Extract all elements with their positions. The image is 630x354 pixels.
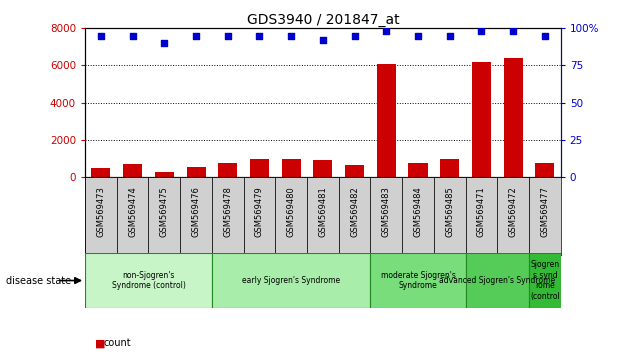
Bar	[85, 177, 117, 255]
Text: GSM569476: GSM569476	[192, 186, 200, 237]
Bar	[155, 172, 174, 177]
Text: ■: ■	[94, 338, 105, 348]
Point	[286, 33, 296, 39]
Text: GSM569485: GSM569485	[445, 186, 454, 237]
Bar	[529, 253, 561, 308]
Bar	[180, 177, 212, 255]
Bar	[313, 160, 333, 177]
Bar	[117, 177, 149, 255]
Bar	[186, 167, 205, 177]
Bar	[339, 177, 370, 255]
Point	[223, 33, 233, 39]
Text: advanced Sjogren's Syndrome: advanced Sjogren's Syndrome	[439, 276, 555, 285]
Bar	[218, 163, 238, 177]
Bar	[282, 159, 301, 177]
Bar	[402, 177, 434, 255]
Point	[445, 33, 455, 39]
Bar	[497, 177, 529, 255]
Title: GDS3940 / 201847_at: GDS3940 / 201847_at	[246, 13, 399, 27]
Text: GSM569473: GSM569473	[96, 186, 105, 237]
Text: GSM569474: GSM569474	[128, 186, 137, 237]
Bar	[377, 64, 396, 177]
Point	[159, 40, 169, 46]
Bar	[212, 177, 244, 255]
Point	[127, 33, 138, 39]
Text: GSM569484: GSM569484	[413, 186, 423, 237]
Bar	[345, 165, 364, 177]
Text: GSM569477: GSM569477	[541, 186, 549, 237]
Point	[255, 33, 265, 39]
Point	[191, 33, 201, 39]
Text: GSM569475: GSM569475	[160, 186, 169, 237]
Point	[413, 33, 423, 39]
Bar	[250, 159, 269, 177]
Text: GSM569481: GSM569481	[318, 186, 328, 237]
Bar	[536, 163, 554, 177]
Point	[350, 33, 360, 39]
Text: moderate Sjogren's
Syndrome: moderate Sjogren's Syndrome	[381, 271, 455, 290]
Point	[540, 33, 550, 39]
Bar	[149, 177, 180, 255]
Point	[508, 28, 518, 34]
Bar	[91, 168, 110, 177]
Bar	[529, 177, 561, 255]
Bar	[244, 177, 275, 255]
Point	[96, 33, 106, 39]
Bar	[503, 58, 523, 177]
Bar	[370, 253, 466, 308]
Bar	[123, 164, 142, 177]
Point	[381, 28, 391, 34]
Bar	[212, 253, 370, 308]
Bar	[408, 163, 428, 177]
Text: GSM569478: GSM569478	[223, 186, 232, 237]
Bar	[466, 253, 529, 308]
Text: early Sjogren's Syndrome: early Sjogren's Syndrome	[242, 276, 340, 285]
Bar	[370, 177, 402, 255]
Bar	[472, 62, 491, 177]
Text: GSM569471: GSM569471	[477, 186, 486, 237]
Point	[476, 28, 486, 34]
Bar	[307, 177, 339, 255]
Text: disease state: disease state	[6, 275, 71, 286]
Bar	[466, 177, 497, 255]
Text: GSM569472: GSM569472	[508, 186, 518, 237]
Bar	[85, 253, 212, 308]
Text: Sjogren
s synd
rome
(control: Sjogren s synd rome (control	[530, 261, 559, 301]
Text: GSM569479: GSM569479	[255, 186, 264, 237]
Text: non-Sjogren's
Syndrome (control): non-Sjogren's Syndrome (control)	[112, 271, 185, 290]
Bar	[275, 177, 307, 255]
Text: count: count	[104, 338, 132, 348]
Text: GSM569483: GSM569483	[382, 186, 391, 237]
Text: GSM569482: GSM569482	[350, 186, 359, 237]
Point	[318, 38, 328, 43]
Bar	[440, 159, 459, 177]
Text: GSM569480: GSM569480	[287, 186, 295, 237]
Bar	[434, 177, 466, 255]
